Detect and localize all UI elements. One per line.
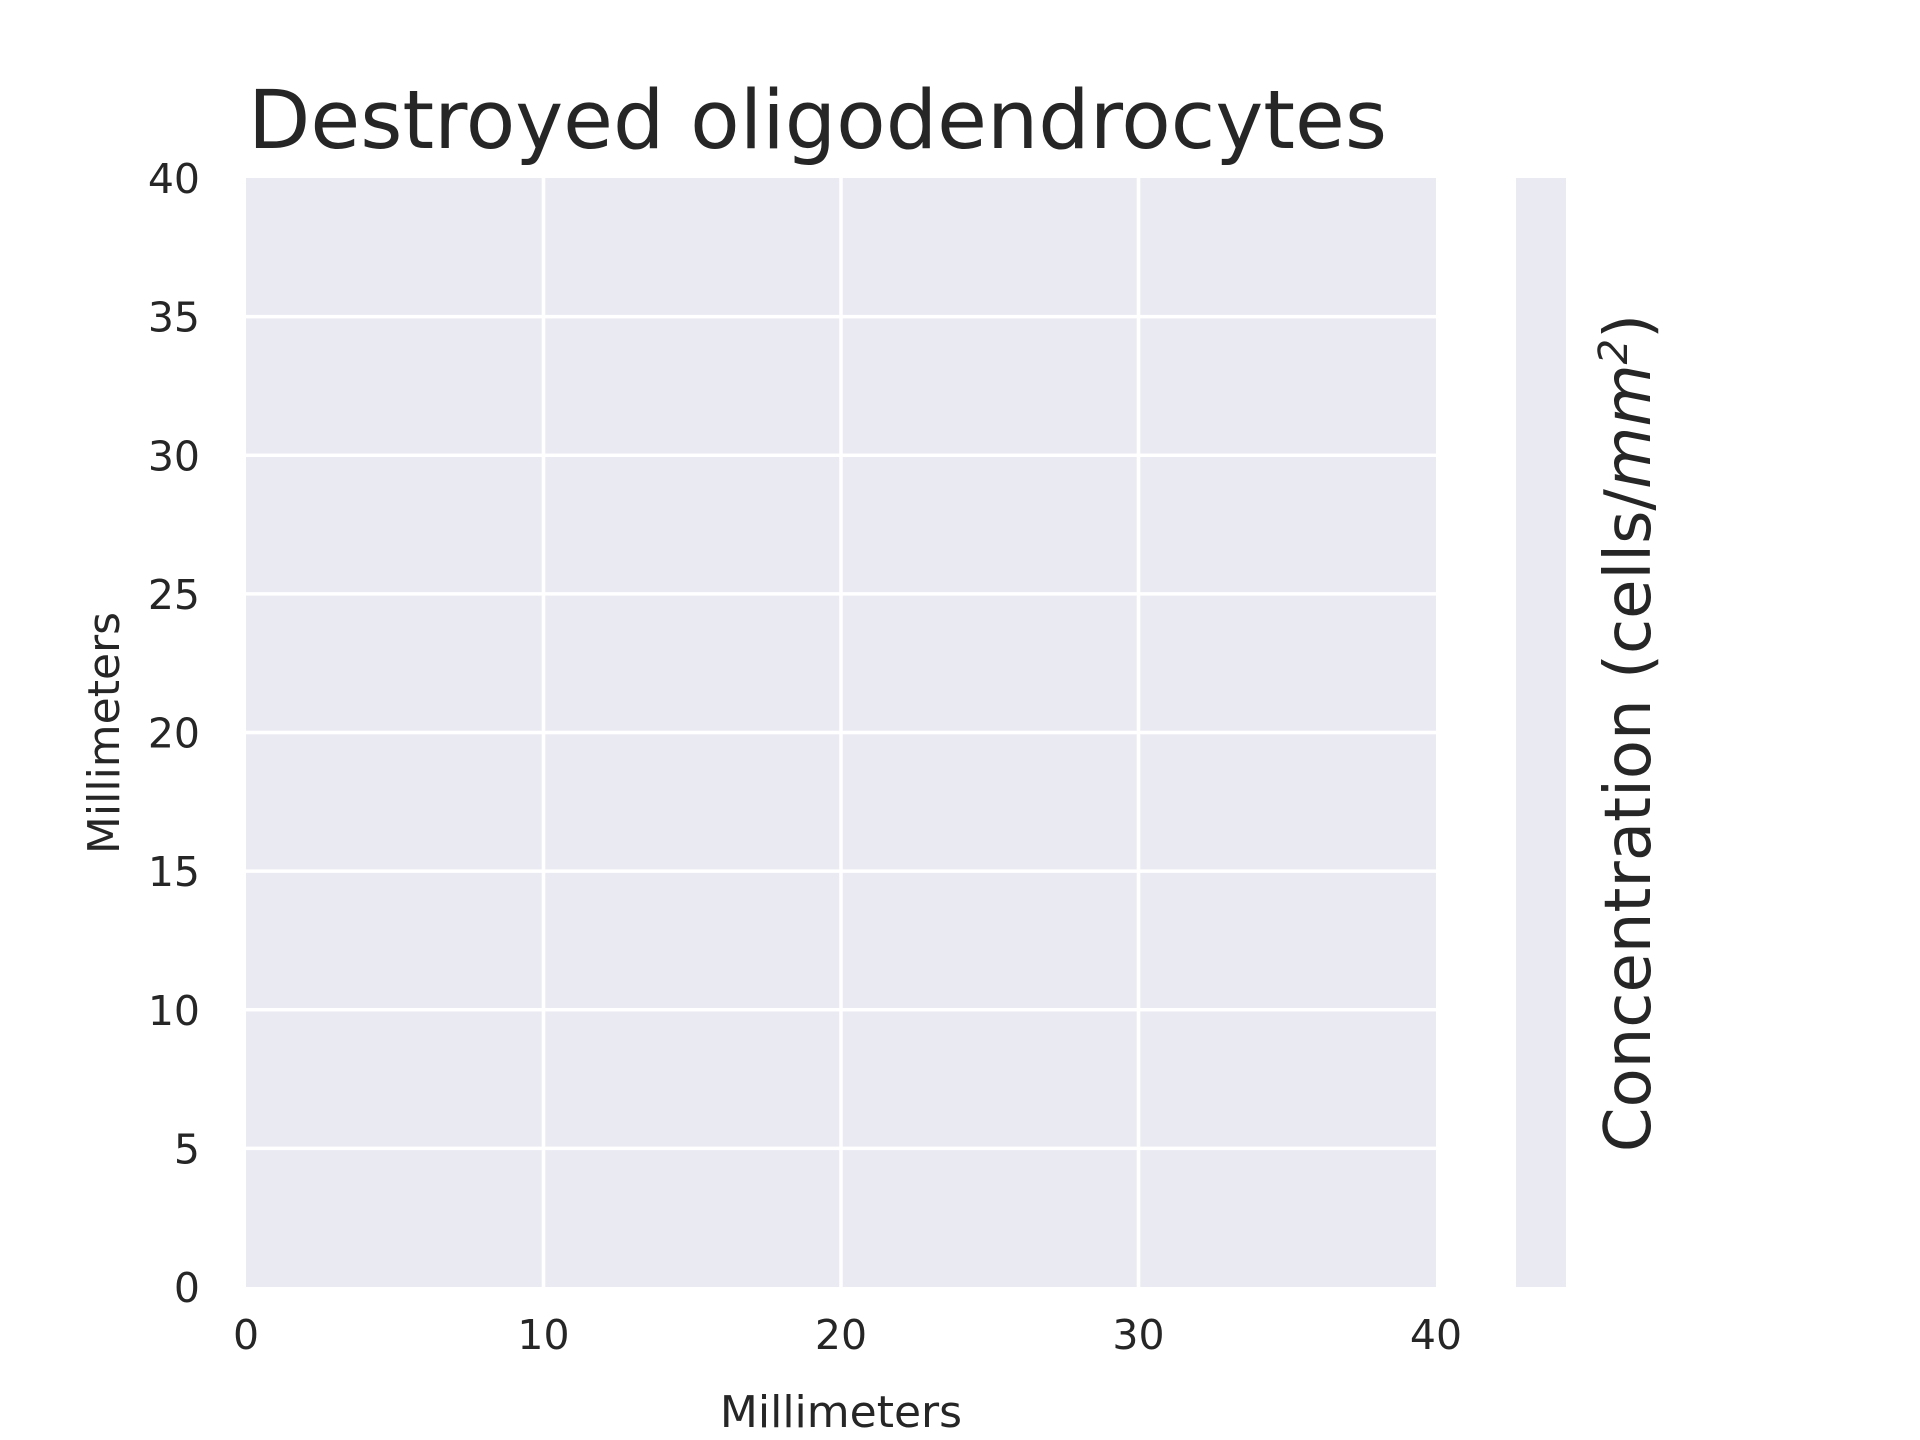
y-tick-label: 30 [148,432,200,480]
y-tick-label: 20 [148,710,200,758]
y-axis-ticks: 0 5 10 15 20 25 30 35 40 [148,155,200,1312]
y-tick-label: 0 [174,1264,200,1312]
x-tick-label: 0 [233,1311,259,1359]
x-tick-label: 20 [815,1311,867,1359]
y-tick-label: 40 [148,155,200,203]
colorbar-label: Concentration (cells/mm2) [1591,314,1666,1152]
x-axis-label: Millimeters [720,1387,962,1438]
x-tick-label: 30 [1112,1311,1164,1359]
colorbar-label-power: 2 [1591,339,1637,364]
y-tick-label: 5 [174,1125,200,1173]
y-tick-label: 35 [148,294,200,342]
colorbar-label-prefix: Concentration (cells/ [1592,489,1666,1153]
y-tick-label: 25 [148,571,200,619]
colorbar [1516,178,1566,1287]
grid-lines [246,178,1436,1287]
colorbar-label-suffix: ) [1592,314,1666,339]
x-tick-label: 10 [517,1311,569,1359]
y-axis-label: Millimeters [79,612,130,854]
chart-title: Destroyed oligodendrocytes [248,74,1387,168]
colorbar-label-unit: mm [1592,364,1666,489]
x-axis-ticks: 0 10 20 30 40 [233,1311,1462,1359]
y-tick-label: 10 [148,987,200,1035]
x-tick-label: 40 [1410,1311,1462,1359]
y-tick-label: 15 [148,848,200,896]
